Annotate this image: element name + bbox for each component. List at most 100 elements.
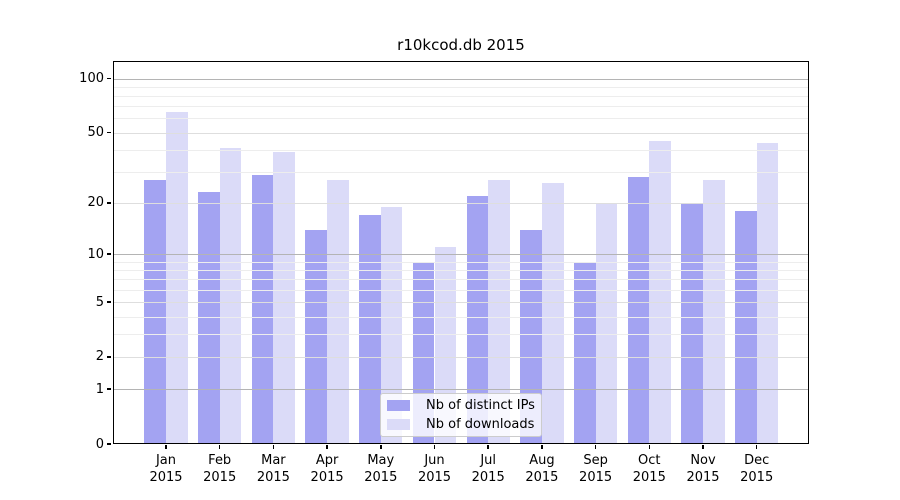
x-tickmark-nov bbox=[702, 445, 704, 449]
bar-aug-downloads bbox=[541, 183, 564, 444]
y-tick-label-50: 50 bbox=[87, 125, 104, 141]
bar-nov-downloads bbox=[703, 180, 725, 444]
legend-swatch-downloads bbox=[387, 419, 410, 430]
x-tickmark-jun bbox=[433, 445, 436, 449]
gridline-minor-y9 bbox=[113, 261, 809, 263]
x-tick-month: Mar bbox=[261, 453, 286, 468]
x-tickmark-feb bbox=[218, 445, 221, 449]
gridline-mid-y20 bbox=[113, 202, 809, 204]
x-tickmark-sep bbox=[594, 445, 597, 449]
x-tickmark-jul bbox=[487, 445, 489, 449]
y-tickmark-10 bbox=[107, 253, 112, 255]
x-tick-label-oct: Oct 2015 bbox=[617, 452, 681, 486]
x-tick-label-jul: Jul 2015 bbox=[456, 452, 520, 486]
x-tick-month: Oct bbox=[638, 453, 661, 468]
x-tick-label-dec: Dec 2015 bbox=[725, 452, 789, 486]
legend: Nb of distinct IPs Nb of downloads bbox=[380, 393, 542, 437]
x-tick-month: Feb bbox=[208, 453, 232, 468]
bar-jul-distinct-ips bbox=[466, 195, 489, 444]
chart-title: r10kcod.db 2015 bbox=[397, 36, 525, 54]
gridline-minor-y3 bbox=[113, 334, 809, 336]
gridline-major-y100 bbox=[113, 78, 809, 80]
x-tick-year: 2015 bbox=[310, 470, 344, 485]
gridline-minor-y80 bbox=[113, 95, 809, 97]
bar-feb-distinct-ips bbox=[198, 192, 220, 444]
gridline-minor-y90 bbox=[113, 86, 809, 88]
bar-mar-downloads bbox=[273, 151, 296, 444]
gridline-minor-y60 bbox=[113, 118, 809, 120]
bar-dec-distinct-ips bbox=[735, 210, 757, 444]
x-tickmark-aug bbox=[541, 445, 543, 449]
x-tick-label-may: May 2015 bbox=[349, 452, 413, 486]
x-tickmark-jan bbox=[165, 445, 167, 449]
x-tick-label-feb: Feb 2015 bbox=[188, 452, 252, 486]
bar-nov-distinct-ips bbox=[681, 202, 703, 444]
gridline-minor-y40 bbox=[113, 149, 809, 151]
x-tick-month: Jan bbox=[155, 453, 177, 468]
gridline-minor-y70 bbox=[113, 106, 809, 108]
y-tick-label-2: 2 bbox=[95, 349, 104, 365]
x-tick-label-sep: Sep 2015 bbox=[564, 452, 628, 486]
bar-aug-distinct-ips bbox=[520, 229, 542, 444]
x-tickmark-dec bbox=[755, 445, 758, 449]
x-tick-year: 2015 bbox=[686, 470, 720, 485]
gridline-mid-y50 bbox=[113, 132, 809, 134]
x-tick-month: Nov bbox=[690, 453, 716, 468]
x-tick-year: 2015 bbox=[149, 470, 183, 485]
legend-label-downloads: Nb of downloads bbox=[426, 416, 535, 432]
bar-apr-distinct-ips bbox=[305, 229, 328, 444]
x-tick-year: 2015 bbox=[632, 470, 666, 485]
x-tickmark-apr bbox=[326, 445, 328, 449]
x-tick-year: 2015 bbox=[471, 470, 505, 485]
gridline-major-y1 bbox=[113, 389, 809, 391]
bars-layer bbox=[113, 61, 809, 444]
x-tick-month: Jun bbox=[424, 453, 445, 468]
bar-jul-downloads bbox=[488, 180, 510, 444]
bar-may-distinct-ips bbox=[359, 215, 381, 444]
y-tickmark-2 bbox=[107, 356, 112, 358]
x-tick-label-jun: Jun 2015 bbox=[403, 452, 467, 486]
x-tick-year: 2015 bbox=[740, 470, 774, 485]
bar-jan-distinct-ips bbox=[144, 180, 166, 444]
gridline-minor-y6 bbox=[113, 289, 809, 291]
bar-apr-downloads bbox=[327, 180, 349, 444]
x-tick-label-apr: Apr 2015 bbox=[295, 452, 359, 486]
y-tickmark-20 bbox=[107, 202, 112, 204]
x-tickmark-oct bbox=[648, 445, 651, 449]
y-tick-label-20: 20 bbox=[87, 195, 104, 211]
gridline-mid-y5 bbox=[113, 302, 809, 304]
y-tickmark-1 bbox=[107, 388, 112, 390]
bar-feb-downloads bbox=[219, 148, 242, 444]
x-tickmark-mar bbox=[272, 445, 275, 449]
gridline-minor-y30 bbox=[113, 172, 809, 174]
gridline-minor-y8 bbox=[113, 269, 809, 271]
bar-oct-downloads bbox=[649, 140, 671, 444]
x-tick-year: 2015 bbox=[364, 470, 398, 485]
legend-swatch-distinct-ips bbox=[387, 400, 410, 411]
x-tick-year: 2015 bbox=[256, 470, 290, 485]
bar-sep-downloads bbox=[595, 202, 618, 444]
x-tickmark-may bbox=[380, 445, 382, 449]
bar-sep-distinct-ips bbox=[573, 261, 596, 444]
x-tick-month: Apr bbox=[315, 453, 339, 468]
bar-may-downloads bbox=[380, 206, 403, 444]
x-tick-label-nov: Nov 2015 bbox=[671, 452, 735, 486]
legend-label-distinct-ips: Nb of distinct IPs bbox=[426, 397, 535, 413]
y-tick-label-100: 100 bbox=[79, 71, 104, 86]
y-tick-label-0: 0 bbox=[95, 436, 104, 452]
gridline-minor-y4 bbox=[113, 316, 809, 318]
x-tick-label-aug: Aug 2015 bbox=[510, 452, 574, 486]
x-tick-month: Sep bbox=[583, 453, 608, 468]
bar-mar-distinct-ips bbox=[251, 174, 274, 444]
legend-item-downloads: Nb of downloads bbox=[387, 415, 535, 434]
x-tick-month: Jul bbox=[480, 453, 497, 468]
y-tickmark-50 bbox=[107, 131, 112, 134]
gridline-mid-y2 bbox=[113, 356, 809, 358]
y-tickmark-5 bbox=[107, 301, 112, 303]
grid-layer bbox=[113, 61, 809, 444]
x-tick-month: Aug bbox=[529, 453, 555, 468]
y-tickmark-0 bbox=[107, 443, 112, 445]
plot-border bbox=[113, 61, 809, 444]
x-tick-year: 2015 bbox=[579, 470, 613, 485]
